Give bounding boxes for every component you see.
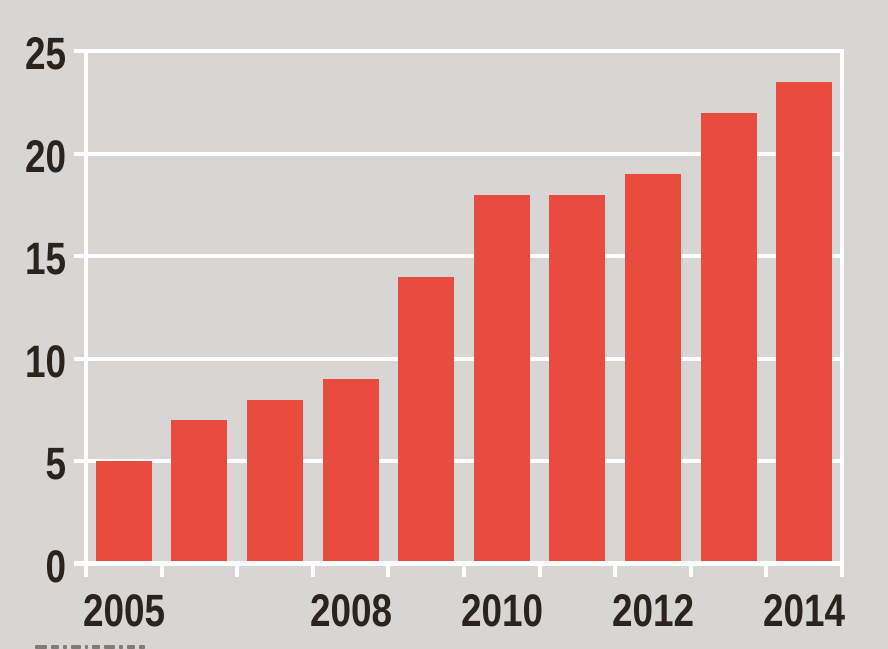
bar-2011 bbox=[549, 195, 606, 561]
bar-2014 bbox=[776, 82, 833, 561]
bar-2007 bbox=[247, 400, 303, 561]
gridline-y25 bbox=[74, 49, 844, 53]
y-tick-label: 15 bbox=[24, 233, 66, 284]
bar-2010 bbox=[473, 195, 530, 561]
x-tick-label: 2014 bbox=[763, 585, 846, 636]
clipped-bottom-text-fragment bbox=[92, 645, 100, 649]
y-tick-label: 0 bbox=[45, 541, 66, 592]
bar-2006 bbox=[171, 420, 228, 561]
gridline-y10 bbox=[74, 356, 844, 361]
x-tick-label: 2005 bbox=[82, 585, 165, 636]
x-tick-label: 2010 bbox=[460, 585, 543, 636]
clipped-bottom-text-fragment bbox=[139, 645, 145, 649]
x-tick-label: 2008 bbox=[309, 585, 392, 636]
x-tick-label: 2012 bbox=[611, 585, 695, 636]
bar-2012 bbox=[625, 174, 681, 561]
x-tick-mark bbox=[310, 566, 315, 577]
clipped-bottom-text-fragment bbox=[104, 645, 115, 649]
clipped-bottom-text-fragment bbox=[85, 645, 88, 649]
x-tick-mark bbox=[462, 566, 466, 577]
x-tick-mark bbox=[386, 566, 391, 577]
clipped-bottom-text-fragment bbox=[35, 645, 47, 649]
gridline-y5 bbox=[74, 459, 844, 463]
clipped-bottom-text-fragment bbox=[71, 645, 81, 649]
bar-2009 bbox=[398, 277, 455, 561]
x-tick-mark bbox=[159, 566, 164, 577]
y-tick-label: 10 bbox=[24, 336, 66, 387]
plot-right-boundary-line bbox=[840, 49, 844, 577]
clipped-bottom-text-fragment bbox=[119, 645, 123, 649]
clipped-bottom-text-fragment bbox=[63, 645, 67, 649]
x-tick-mark bbox=[537, 566, 542, 577]
x-tick-mark bbox=[613, 566, 618, 577]
y-tick-label: 20 bbox=[24, 131, 66, 182]
bar-2008 bbox=[322, 379, 379, 561]
gridline-y20 bbox=[74, 151, 844, 156]
bar-2005 bbox=[95, 461, 152, 561]
y-tick-label: 5 bbox=[45, 438, 66, 489]
clipped-bottom-text-fragment bbox=[127, 645, 135, 649]
x-tick-mark bbox=[688, 566, 693, 577]
clipped-bottom-text-fragment bbox=[51, 645, 59, 649]
bar-2013 bbox=[700, 113, 757, 561]
gridline-y15 bbox=[74, 254, 844, 258]
y-tick-label: 25 bbox=[24, 28, 66, 79]
y-axis-line bbox=[84, 49, 88, 577]
x-tick-mark bbox=[235, 566, 240, 577]
x-tick-mark bbox=[764, 566, 769, 577]
x-axis-line bbox=[74, 561, 844, 566]
